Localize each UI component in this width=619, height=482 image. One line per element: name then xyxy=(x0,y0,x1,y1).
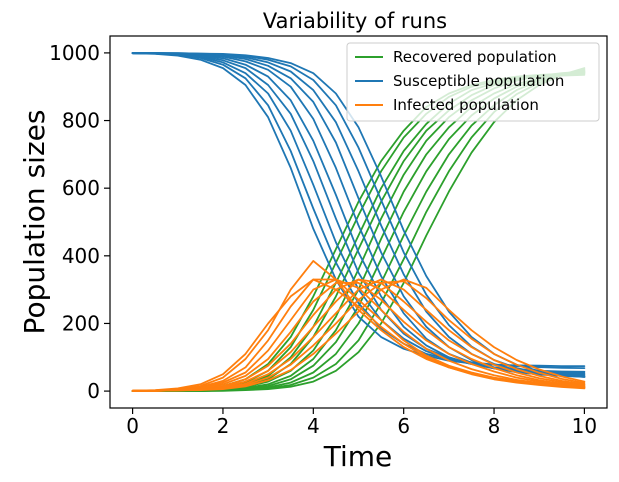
y-axis-label: Population sizes xyxy=(18,110,51,335)
plot-frame xyxy=(109,35,608,409)
x-tick-label-5: 10 xyxy=(572,414,597,438)
series-line-2-run-9 xyxy=(131,278,586,392)
legend-label-0: Recovered population xyxy=(393,48,557,66)
x-axis-label: Time xyxy=(323,440,393,473)
y-axis: 0 200 400 600 800 1000 xyxy=(49,41,110,403)
x-tick-label-2: 4 xyxy=(307,414,320,438)
plot-lines xyxy=(131,52,586,392)
x-tick-label-3: 6 xyxy=(397,414,410,438)
legend-box xyxy=(346,42,600,122)
series-line-2-run-4 xyxy=(131,282,586,392)
y-tick-label-5: 1000 xyxy=(49,41,100,65)
x-tick-label-1: 2 xyxy=(217,414,230,438)
legend-label-1: Susceptible population xyxy=(393,72,564,90)
x-tick-label-0: 0 xyxy=(126,414,139,438)
series-line-2-run-0 xyxy=(131,278,586,392)
y-tick-label-3: 600 xyxy=(62,176,100,200)
y-tick-label-0: 0 xyxy=(87,379,100,403)
series-line-2-run-3 xyxy=(131,278,586,392)
x-tick-label-4: 8 xyxy=(488,414,501,438)
y-tick-label-4: 800 xyxy=(62,109,100,133)
legend: Recovered population Susceptible populati… xyxy=(346,42,600,122)
y-tick-label-2: 400 xyxy=(62,244,100,268)
y-tick-label-1: 200 xyxy=(62,311,100,335)
legend-label-2: Infected population xyxy=(393,96,539,114)
x-axis: 0 2 4 6 8 10 xyxy=(126,408,597,438)
chart-title: Variability of runs xyxy=(263,9,447,33)
